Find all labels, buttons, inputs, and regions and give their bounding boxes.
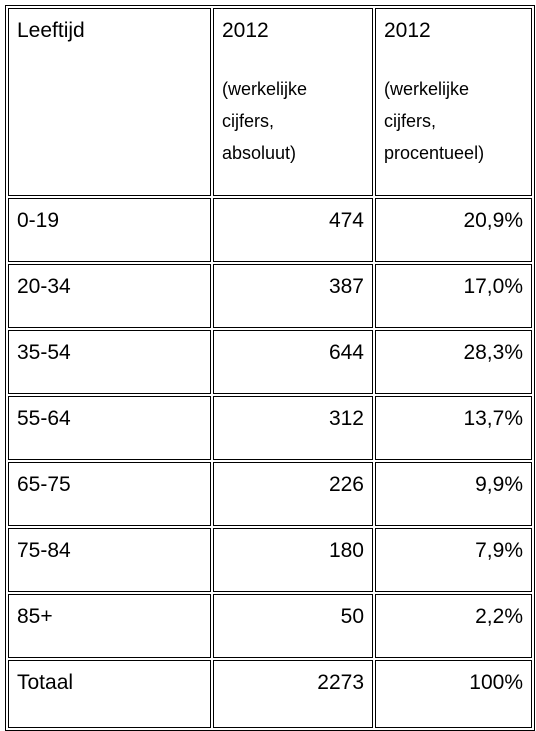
- header-subtitle-line: (werkelijke: [384, 79, 470, 99]
- value-cell: 180: [213, 528, 373, 592]
- header-cell: Leeftijd: [8, 8, 211, 196]
- age-table: Leeftijd 2012 (werkelijke cijfers, absoluut)…: [5, 5, 535, 731]
- value-cell: 226: [213, 462, 373, 526]
- value-cell: 20,9%: [375, 198, 532, 262]
- header-subtitle-line: (werkelijke: [222, 79, 308, 99]
- table-body: Leeftijd 2012 (werkelijke cijfers, absoluut)…: [8, 8, 532, 728]
- header-title: 2012: [222, 19, 269, 42]
- value-cell: 312: [213, 396, 373, 460]
- age-cell: 65-75: [8, 462, 211, 526]
- value-cell: 2,2%: [375, 594, 532, 658]
- header-row: Leeftijd 2012 (werkelijke cijfers, absoluut)…: [8, 8, 532, 196]
- value-cell: 7,9%: [375, 528, 532, 592]
- age-cell: 55-64: [8, 396, 211, 460]
- header-cell: 2012 (werkelijke cijfers, procentueel): [375, 8, 532, 196]
- value-cell: 2273: [213, 660, 373, 728]
- age-cell: 35-54: [8, 330, 211, 394]
- age-cell: 20-34: [8, 264, 211, 328]
- age-cell: Totaal: [8, 660, 211, 728]
- value-cell: 474: [213, 198, 373, 262]
- data-row: 75-84 180 7,9%: [8, 528, 532, 592]
- value-cell: 100%: [375, 660, 532, 728]
- data-row: 65-75 226 9,9%: [8, 462, 532, 526]
- value-cell: 644: [213, 330, 373, 394]
- age-cell: 85+: [8, 594, 211, 658]
- header-title: 2012: [384, 19, 431, 42]
- value-cell: 28,3%: [375, 330, 532, 394]
- age-cell: 75-84: [8, 528, 211, 592]
- data-row: Totaal 2273 100%: [8, 660, 532, 728]
- header-subtitle-line: cijfers,: [384, 111, 437, 131]
- data-row: 20-34 387 17,0%: [8, 264, 532, 328]
- header-subtitle-line: absoluut): [222, 143, 297, 163]
- age-cell: 0-19: [8, 198, 211, 262]
- value-cell: 387: [213, 264, 373, 328]
- header-title: Leeftijd: [17, 19, 85, 42]
- data-row: 85+ 50 2,2%: [8, 594, 532, 658]
- data-row: 35-54 644 28,3%: [8, 330, 532, 394]
- header-subtitle-line: cijfers,: [222, 111, 275, 131]
- header-subtitle: (werkelijke cijfers, procentueel): [384, 73, 523, 169]
- data-row: 55-64 312 13,7%: [8, 396, 532, 460]
- data-row: 0-19 474 20,9%: [8, 198, 532, 262]
- value-cell: 17,0%: [375, 264, 532, 328]
- header-subtitle-line: procentueel): [384, 143, 485, 163]
- header-cell: 2012 (werkelijke cijfers, absoluut): [213, 8, 373, 196]
- value-cell: 13,7%: [375, 396, 532, 460]
- header-subtitle: (werkelijke cijfers, absoluut): [222, 73, 364, 169]
- value-cell: 9,9%: [375, 462, 532, 526]
- value-cell: 50: [213, 594, 373, 658]
